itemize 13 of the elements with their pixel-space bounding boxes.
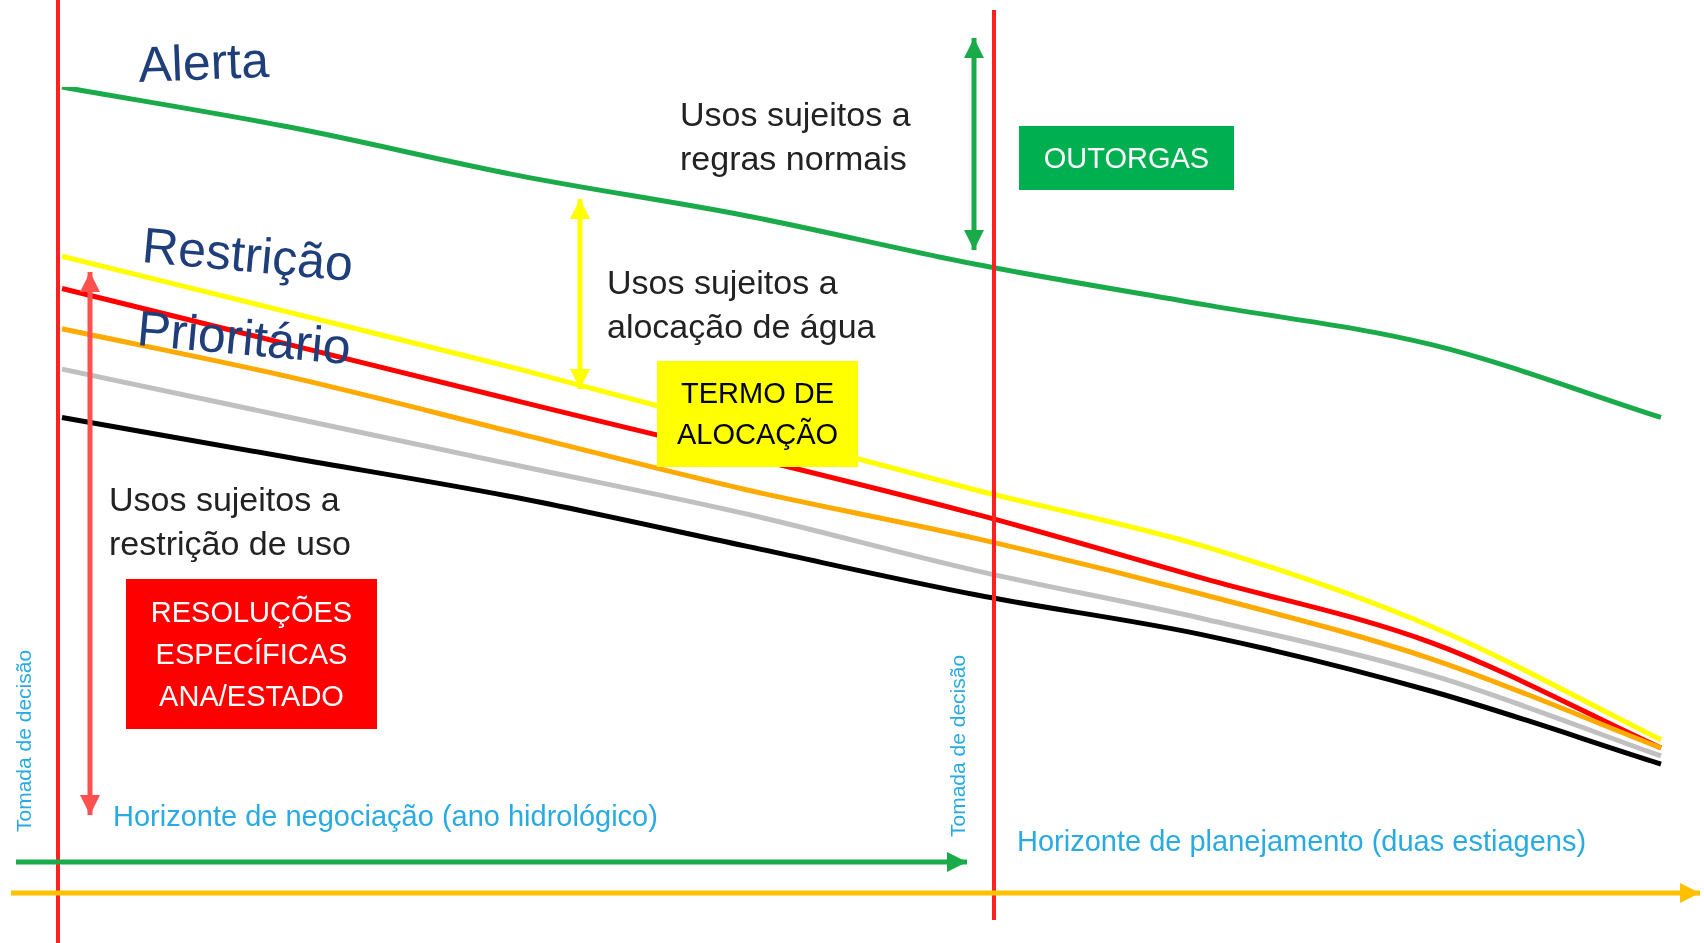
text: Prioritário [135,300,354,376]
annotation: Usos sujeitos a restrição de uso [109,479,352,565]
annotation: OUTORGAS [1019,126,1234,190]
annotation: Usos sujeitos a alocação de água [607,262,877,348]
annotation: RESOLUÇÕES ESPECÍFICAS ANA/ESTADO [126,579,377,729]
annotation: Tomada de decisão [946,654,970,837]
series-label: Alerta [137,31,271,93]
annotation: TERMO DE ALOCAÇÃO [657,361,858,467]
annotation: Horizonte de planejamento (duas estiagens) [1017,825,1587,858]
annotation: Tomada de decisão [12,649,36,832]
annotation: Usos sujeitos a regras normais [680,94,912,180]
text: Restrição [140,217,356,292]
annotation: Horizonte de negociação (ano hidrológico) [113,800,658,833]
